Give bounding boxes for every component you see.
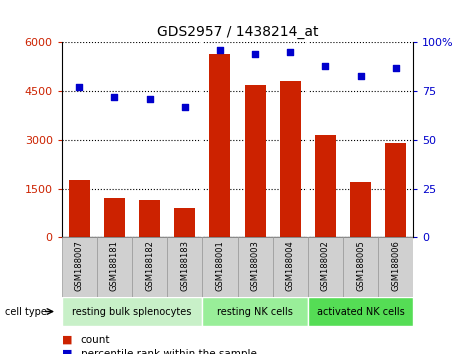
Bar: [97, 237, 132, 297]
Bar: [202, 237, 238, 297]
Bar: [202, 297, 308, 326]
Bar: [385, 143, 406, 237]
Bar: [139, 200, 160, 237]
Text: GSM188003: GSM188003: [251, 240, 259, 291]
Bar: [315, 135, 336, 237]
Bar: [350, 182, 371, 237]
Bar: [209, 54, 230, 237]
Bar: [62, 237, 97, 297]
Bar: [308, 237, 343, 297]
Text: resting NK cells: resting NK cells: [217, 307, 293, 316]
Text: GSM188182: GSM188182: [145, 240, 154, 291]
Text: resting bulk splenocytes: resting bulk splenocytes: [72, 307, 192, 316]
Bar: [69, 181, 90, 237]
Text: GSM188181: GSM188181: [110, 240, 119, 291]
Bar: [174, 208, 195, 237]
Text: GSM188002: GSM188002: [321, 240, 330, 291]
Bar: [308, 297, 413, 326]
Text: GSM188004: GSM188004: [286, 240, 294, 291]
Text: ■: ■: [62, 349, 72, 354]
Text: GSM188006: GSM188006: [391, 240, 400, 291]
Point: [322, 63, 329, 69]
Title: GDS2957 / 1438214_at: GDS2957 / 1438214_at: [157, 25, 318, 39]
Point: [392, 65, 399, 71]
Point: [146, 96, 153, 102]
Text: GSM188007: GSM188007: [75, 240, 84, 291]
Bar: [280, 81, 301, 237]
Bar: [273, 237, 308, 297]
Point: [286, 50, 294, 55]
Point: [111, 94, 118, 100]
Text: GSM188005: GSM188005: [356, 240, 365, 291]
Text: cell type: cell type: [5, 307, 47, 316]
Text: GSM188183: GSM188183: [180, 240, 189, 291]
Text: GSM188001: GSM188001: [216, 240, 224, 291]
Bar: [343, 237, 378, 297]
Text: ■: ■: [62, 335, 72, 345]
Point: [216, 47, 224, 53]
Text: activated NK cells: activated NK cells: [317, 307, 404, 316]
Point: [251, 51, 259, 57]
Point: [181, 104, 189, 110]
Bar: [62, 297, 202, 326]
Bar: [378, 237, 413, 297]
Text: count: count: [81, 335, 110, 345]
Bar: [167, 237, 202, 297]
Bar: [104, 198, 125, 237]
Bar: [238, 237, 273, 297]
Bar: [245, 85, 266, 237]
Point: [357, 73, 364, 79]
Bar: [132, 237, 167, 297]
Text: percentile rank within the sample: percentile rank within the sample: [81, 349, 256, 354]
Point: [76, 85, 83, 90]
